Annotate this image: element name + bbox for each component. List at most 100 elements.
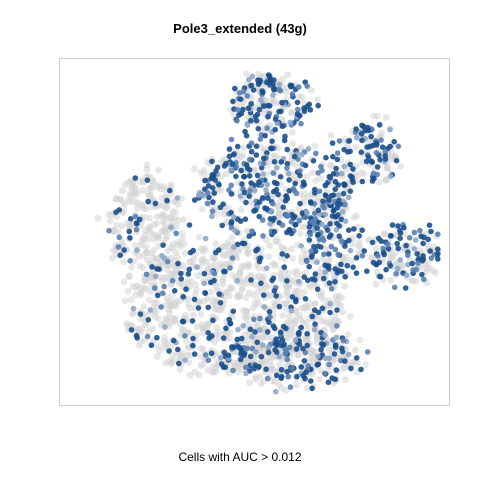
data-point [322, 182, 329, 189]
data-point [192, 281, 200, 289]
data-point [276, 361, 284, 369]
data-point [321, 251, 327, 258]
data-point [368, 133, 374, 140]
data-point [293, 381, 301, 388]
data-point [306, 355, 314, 362]
data-point [176, 365, 184, 373]
data-point [296, 230, 304, 237]
data-point [213, 168, 219, 174]
data-point [252, 349, 259, 355]
data-point [182, 337, 190, 344]
data-point [227, 320, 234, 326]
data-point [295, 106, 301, 113]
data-point [256, 258, 263, 265]
data-point [251, 316, 257, 323]
data-point [420, 240, 426, 247]
data-point [304, 210, 310, 216]
data-point [156, 347, 163, 355]
data-point [419, 271, 425, 278]
data-point [392, 231, 399, 239]
data-point [134, 247, 140, 253]
data-point [155, 234, 163, 242]
data-point [435, 246, 441, 252]
data-point [154, 292, 161, 299]
data-point [411, 246, 418, 252]
data-point [228, 167, 234, 173]
data-point [276, 81, 283, 88]
data-point [358, 149, 365, 155]
data-point [264, 79, 270, 86]
data-point [282, 346, 289, 352]
data-point [315, 353, 321, 360]
data-point [211, 277, 217, 284]
data-point [325, 346, 333, 354]
data-point [166, 297, 174, 305]
data-point [378, 137, 384, 143]
data-point [395, 245, 402, 252]
data-point [292, 337, 299, 344]
data-point [163, 203, 171, 211]
data-point [315, 102, 322, 109]
data-point [238, 167, 244, 174]
data-point [257, 380, 265, 388]
data-point [132, 242, 139, 249]
data-point [325, 257, 333, 264]
data-point [202, 177, 208, 184]
data-point [298, 364, 305, 370]
data-point [166, 348, 172, 354]
data-point [333, 227, 340, 233]
data-point [372, 280, 380, 288]
data-point [362, 361, 369, 369]
data-point [163, 232, 171, 240]
data-point [269, 138, 275, 144]
data-point [246, 173, 253, 179]
data-point [240, 313, 248, 320]
data-point [346, 138, 353, 144]
data-point [293, 298, 299, 305]
data-point [191, 368, 199, 376]
data-point [247, 353, 254, 360]
data-point [249, 228, 255, 234]
data-point [205, 183, 212, 189]
data-point [316, 188, 323, 195]
data-point [384, 164, 391, 171]
data-point [356, 238, 363, 246]
data-point [262, 132, 268, 139]
data-point [132, 189, 139, 197]
data-point [209, 158, 215, 165]
data-point [299, 210, 306, 217]
data-point [364, 268, 370, 275]
data-point [307, 199, 314, 205]
data-point [196, 192, 202, 199]
data-point [300, 345, 306, 352]
data-point [379, 144, 386, 150]
data-point [422, 262, 429, 269]
data-point [297, 172, 303, 179]
data-point [292, 222, 299, 228]
data-point [288, 219, 295, 225]
data-point [312, 248, 319, 254]
data-point [126, 222, 133, 230]
data-point [272, 116, 279, 122]
data-point [287, 344, 293, 351]
data-point [264, 375, 271, 382]
data-point [221, 349, 227, 356]
data-point [200, 324, 208, 332]
data-point [342, 358, 348, 364]
data-point [291, 213, 298, 220]
data-point [312, 277, 318, 283]
data-point [202, 290, 209, 296]
data-point [427, 248, 434, 254]
data-point [338, 365, 346, 372]
data-point [167, 360, 175, 368]
data-point [248, 148, 255, 155]
data-point [182, 333, 188, 339]
data-point [301, 358, 308, 364]
data-point [295, 330, 302, 337]
data-point [342, 376, 349, 384]
data-point [230, 367, 236, 374]
data-point [150, 246, 158, 254]
data-point [225, 242, 232, 250]
data-point [201, 270, 208, 277]
data-point [143, 271, 150, 278]
